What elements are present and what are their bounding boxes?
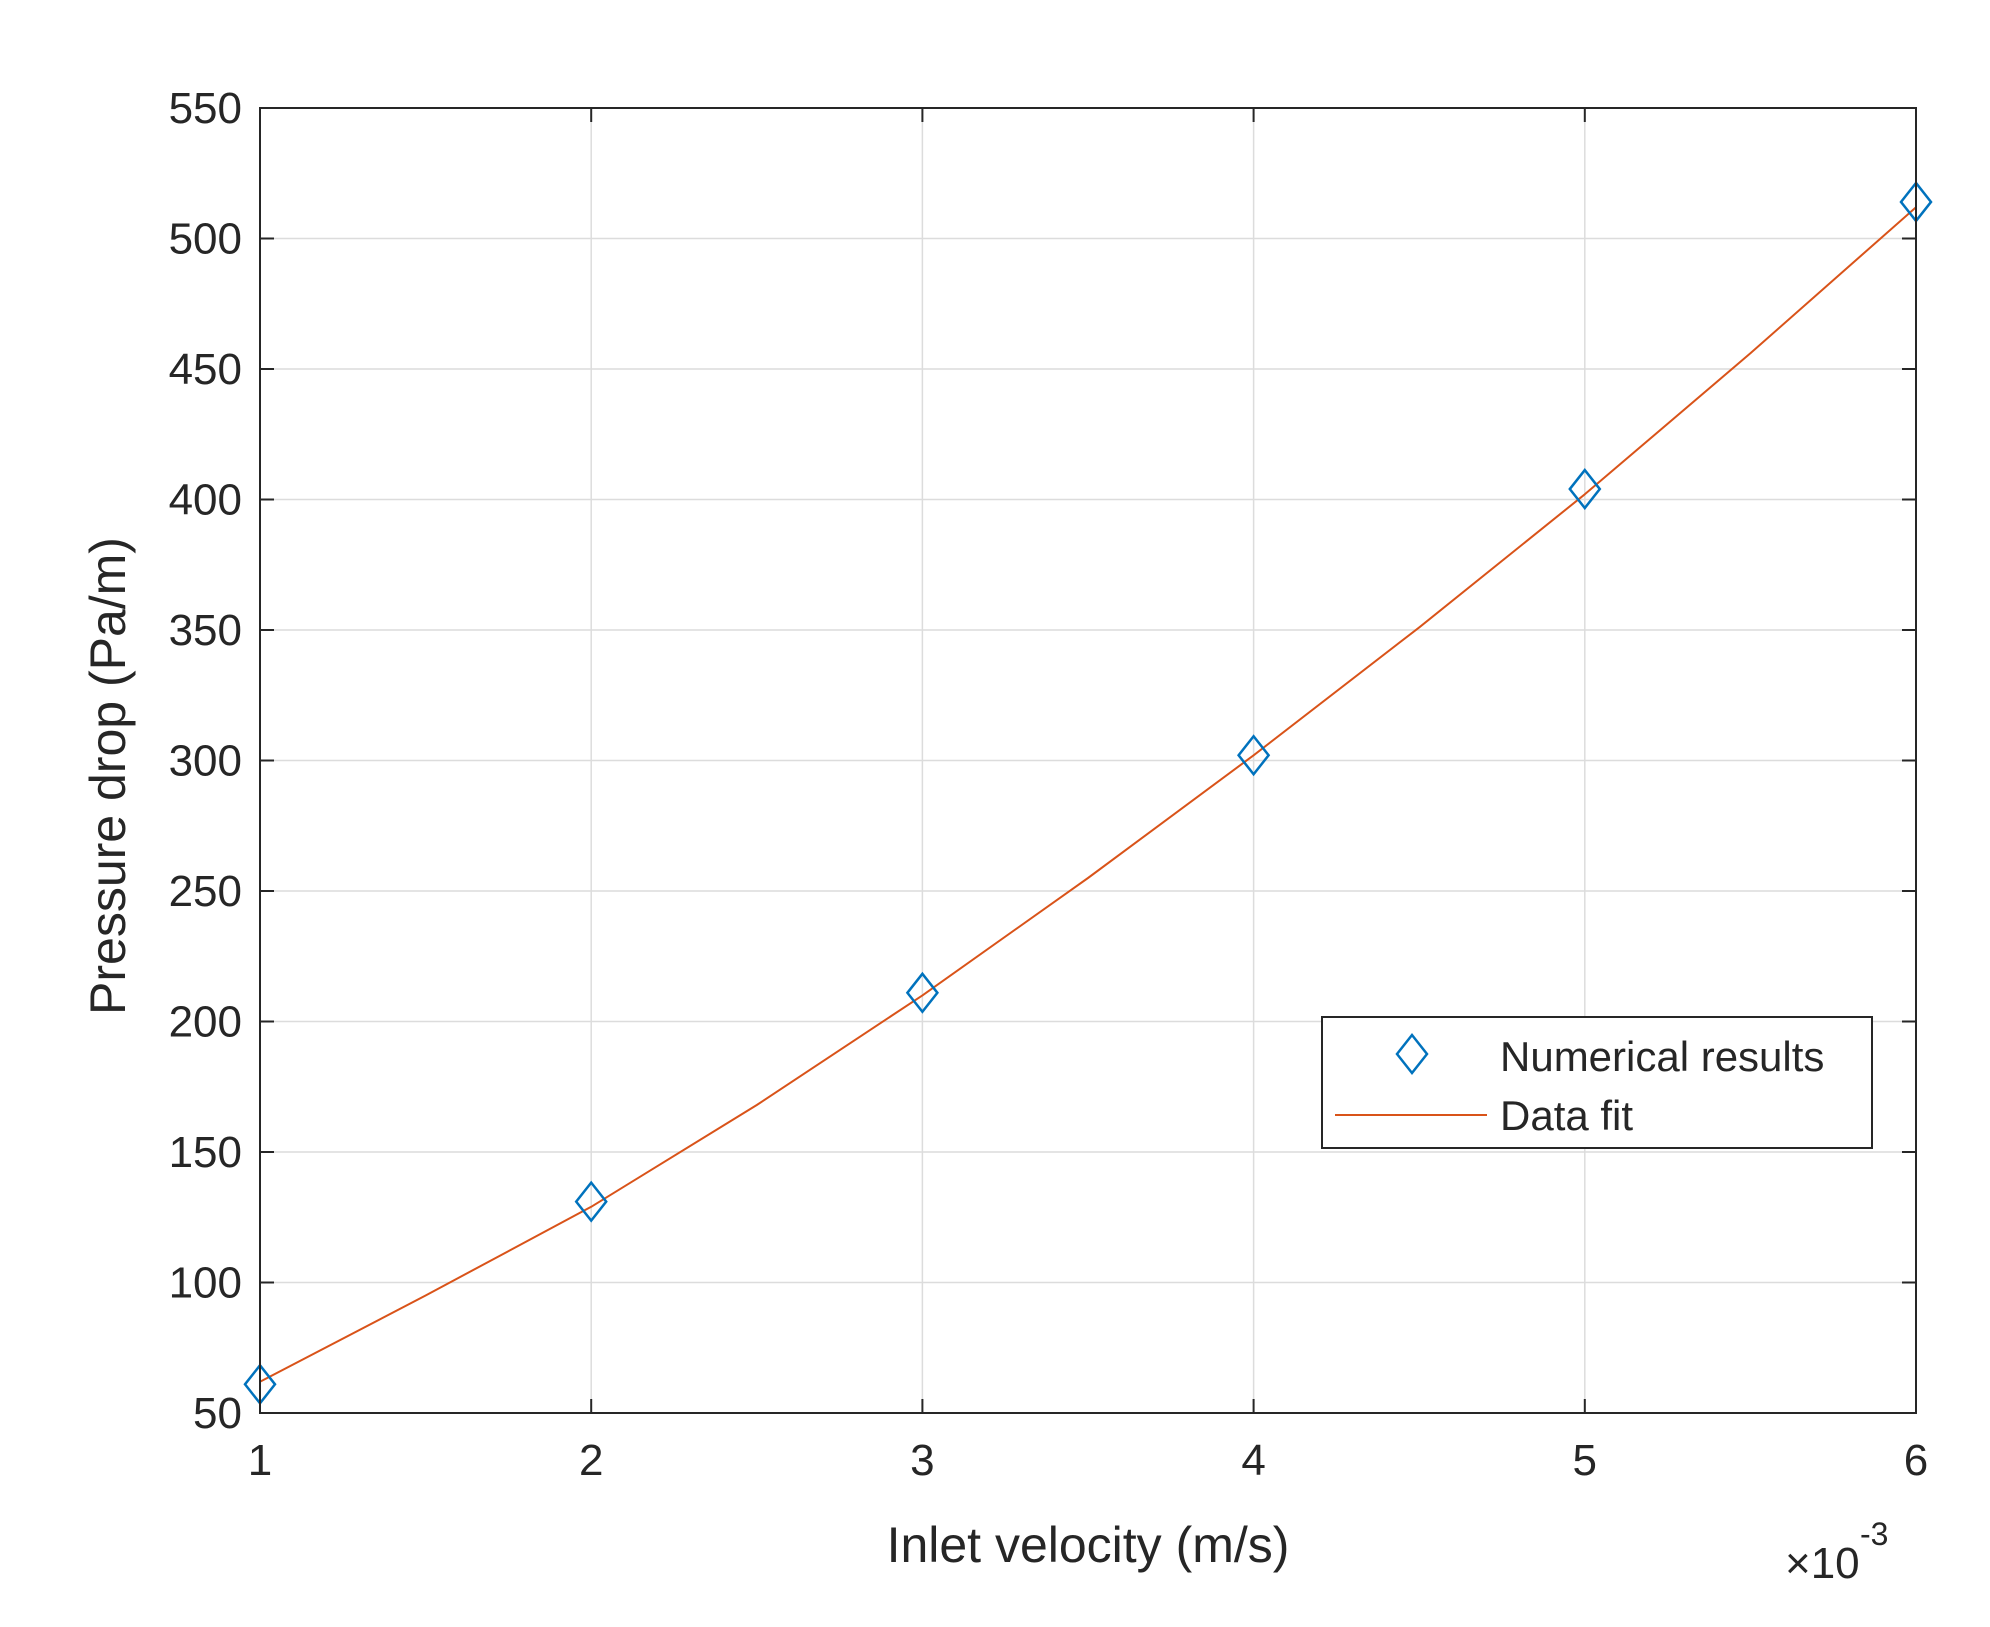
numerical-result-point — [1237, 734, 1271, 777]
x-tick-label: 6 — [1904, 1436, 1928, 1485]
numerical-result-point — [905, 971, 939, 1014]
fit-layer — [259, 206, 1917, 1383]
y-tick-label: 300 — [169, 737, 242, 786]
x-tick-label: 5 — [1573, 1436, 1597, 1485]
y-tick-label: 50 — [193, 1389, 242, 1438]
legend-label-data-fit: Data fit — [1500, 1092, 1633, 1139]
x-exponent-base: ×10 — [1785, 1539, 1860, 1588]
data-fit-line — [259, 206, 1917, 1383]
legend: Numerical results Data fit — [1321, 1016, 1873, 1149]
numerical-result-point — [1568, 468, 1602, 511]
x-axis-label: Inlet velocity (m/s) — [887, 1517, 1290, 1573]
x-exponent-power: -3 — [1860, 1516, 1888, 1552]
y-tick-label: 500 — [169, 215, 242, 264]
y-tick-label: 450 — [169, 345, 242, 394]
x-axis-ticks: 1 2 3 4 5 6 — [248, 108, 1928, 1485]
numerical-result-point — [574, 1180, 608, 1223]
legend-diamond-icon — [1395, 1032, 1429, 1076]
y-axis-ticks: 50 100 150 200 250 300 350 400 450 500 550 — [169, 84, 1916, 1438]
x-tick-label: 3 — [910, 1436, 934, 1485]
y-tick-label: 200 — [169, 998, 242, 1047]
y-tick-label: 100 — [169, 1259, 242, 1308]
x-tick-label: 2 — [579, 1436, 603, 1485]
x-tick-label: 1 — [248, 1436, 272, 1485]
y-tick-label: 400 — [169, 476, 242, 525]
y-tick-label: 550 — [169, 84, 242, 133]
y-tick-label: 250 — [169, 867, 242, 916]
y-tick-label: 150 — [169, 1128, 242, 1177]
x-axis-exponent: ×10 -3 — [1785, 1516, 1888, 1588]
x-tick-label: 4 — [1241, 1436, 1265, 1485]
y-axis-label: Pressure drop (Pa/m) — [80, 537, 136, 1015]
legend-label-numerical-results: Numerical results — [1500, 1033, 1824, 1080]
y-tick-label: 350 — [169, 606, 242, 655]
